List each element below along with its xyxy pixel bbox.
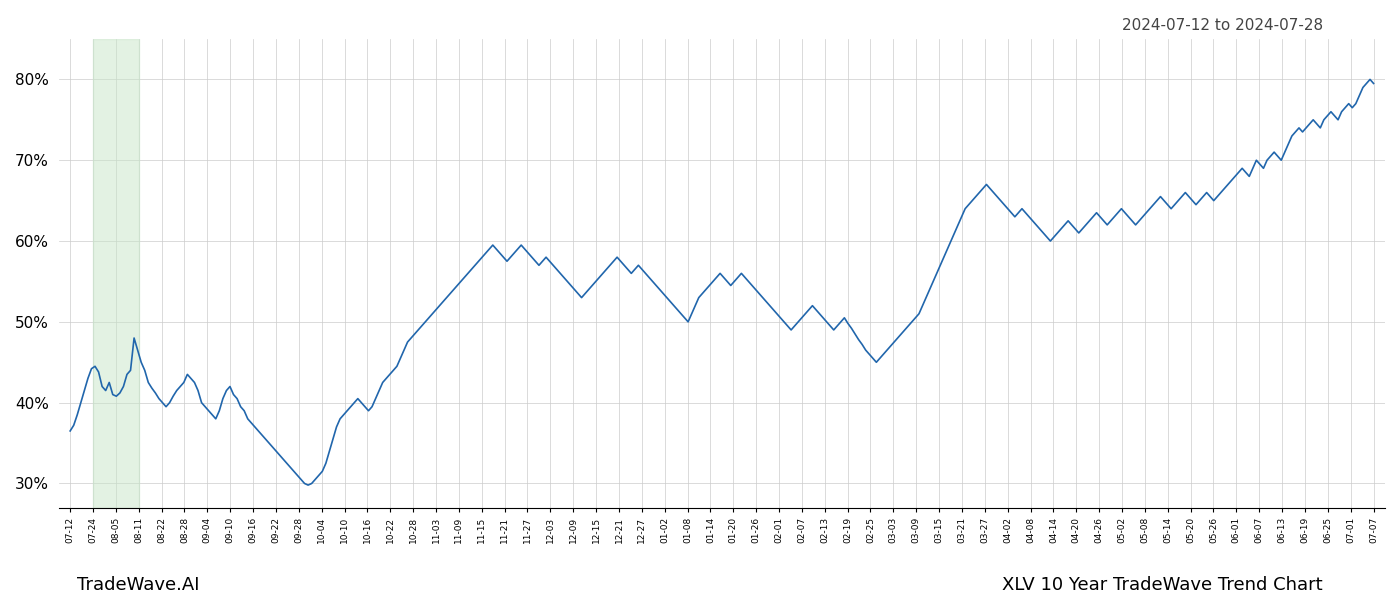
Text: TradeWave.AI: TradeWave.AI [77,576,199,594]
Bar [92,39,139,508]
Text: XLV 10 Year TradeWave Trend Chart: XLV 10 Year TradeWave Trend Chart [1002,576,1323,594]
Text: 2024-07-12 to 2024-07-28: 2024-07-12 to 2024-07-28 [1121,18,1323,33]
